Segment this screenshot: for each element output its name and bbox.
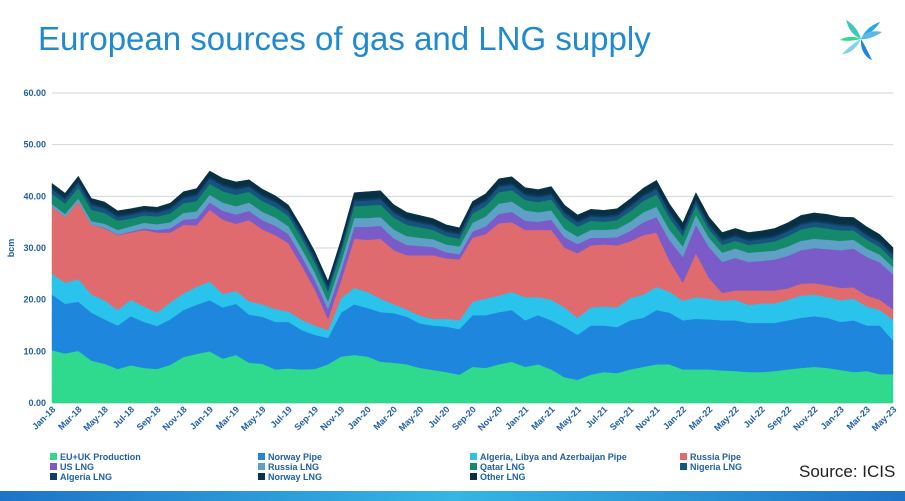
legend-label: US LNG	[60, 462, 95, 472]
x-tick-label: May-23	[870, 404, 899, 433]
legend-item: EU+UK Production	[50, 452, 141, 462]
bottom-accent-bar	[0, 491, 905, 501]
x-tick-label: Jan-23	[819, 404, 846, 431]
x-tick-label: May-19	[239, 404, 268, 433]
legend-swatch	[470, 463, 477, 470]
legend-label: Russia LNG	[268, 462, 320, 472]
legend-label: Nigeria LNG	[690, 462, 743, 472]
x-tick-label: Mar-23	[845, 404, 873, 432]
legend-item: Algeria LNG	[50, 472, 112, 482]
x-tick-label: Jul-21	[584, 404, 609, 429]
legend-swatch	[50, 453, 57, 460]
legend-label: Algeria LNG	[60, 472, 113, 482]
x-tick-label: May-18	[81, 404, 110, 433]
stacked-area-chart: 0.00 10.00 20.00 30.00 40.00 50.00 60.00 Jan-1…	[6, 88, 898, 433]
x-tick-label: Jan-20	[346, 404, 373, 431]
legend-swatch	[50, 473, 57, 480]
y-tick-label: 30.00	[23, 243, 46, 253]
y-tick-label: 10.00	[23, 346, 46, 356]
x-tick-label: Sep-18	[135, 404, 163, 432]
y-tick-label: 0.00	[28, 398, 46, 408]
x-tick-label: Nov-19	[318, 404, 346, 432]
x-tick-label: May-20	[397, 404, 426, 433]
x-tick-label: Nov-22	[791, 404, 819, 432]
y-axis-label: bcm	[6, 239, 16, 258]
legend-swatch	[50, 463, 57, 470]
legend-item: Qatar LNG	[470, 462, 525, 472]
x-tick-label: Mar-20	[371, 404, 399, 432]
legend-label: Russia Pipe	[690, 452, 742, 462]
legend-swatch	[258, 463, 265, 470]
legend-label: Algeria, Libya and Azerbaijan Pipe	[480, 452, 627, 462]
legend-label: Norway LNG	[268, 472, 323, 482]
legend-item: Nigeria LNG	[680, 462, 742, 472]
x-tick-label: Jan-18	[30, 404, 57, 431]
legend-swatch	[680, 463, 687, 470]
legend-swatch	[258, 453, 265, 460]
chart-legend: EU+UK Production Norway Pipe Algeria, Liby…	[50, 452, 770, 486]
y-axis-ticks: 0.00 10.00 20.00 30.00 40.00 50.00 60.00	[23, 88, 46, 408]
x-tick-label: May-21	[554, 404, 583, 433]
legend-label: Norway Pipe	[268, 452, 323, 462]
legend-label: Other LNG	[480, 472, 526, 482]
legend-swatch	[680, 453, 687, 460]
legend-item: Algeria, Libya and Azerbaijan Pipe	[470, 452, 627, 462]
x-tick-label: Nov-20	[476, 404, 504, 432]
y-tick-label: 40.00	[23, 191, 46, 201]
legend-item: Norway LNG	[258, 472, 322, 482]
legend-label: Qatar LNG	[480, 462, 526, 472]
legend-item: US LNG	[50, 462, 94, 472]
source-note: Source: ICIS	[799, 462, 896, 481]
x-tick-label: May-22	[712, 404, 741, 433]
y-tick-label: 50.00	[23, 140, 46, 150]
legend-item: Russia Pipe	[680, 452, 741, 462]
x-tick-label: Sep-20	[450, 404, 478, 432]
x-tick-label: Sep-22	[765, 404, 793, 432]
legend-swatch	[470, 453, 477, 460]
x-tick-label: Mar-22	[687, 404, 715, 432]
y-tick-label: 20.00	[23, 295, 46, 305]
chart-areas	[51, 170, 894, 404]
area-series-other-lng	[51, 170, 894, 286]
legend-item: Russia LNG	[258, 462, 319, 472]
x-tick-label: Sep-21	[608, 404, 636, 432]
x-tick-label: Mar-21	[529, 404, 557, 432]
x-tick-label: Mar-19	[214, 404, 242, 432]
icis-logo-icon	[840, 20, 882, 60]
x-tick-label: Nov-21	[634, 404, 662, 432]
legend-swatch	[258, 473, 265, 480]
x-tick-label: Jan-19	[188, 404, 215, 431]
chart-title: European sources of gas and LNG supply	[38, 20, 651, 57]
x-tick-label: Nov-18	[161, 404, 189, 432]
legend-swatch	[470, 473, 477, 480]
x-tick-label: Jan-21	[503, 404, 530, 431]
x-tick-label: Sep-19	[292, 404, 320, 432]
x-tick-label: Jul-19	[268, 404, 293, 429]
x-tick-label: Jul-18	[111, 404, 136, 429]
x-tick-label: Jan-22	[661, 404, 688, 431]
x-tick-label: Mar-18	[56, 404, 84, 432]
x-tick-label: Jul-22	[742, 404, 767, 429]
legend-item: Other LNG	[470, 472, 526, 482]
legend-item: Norway Pipe	[258, 452, 322, 462]
legend-label: EU+UK Production	[60, 452, 141, 462]
x-tick-label: Jul-20	[426, 404, 451, 429]
y-tick-label: 60.00	[23, 88, 46, 98]
